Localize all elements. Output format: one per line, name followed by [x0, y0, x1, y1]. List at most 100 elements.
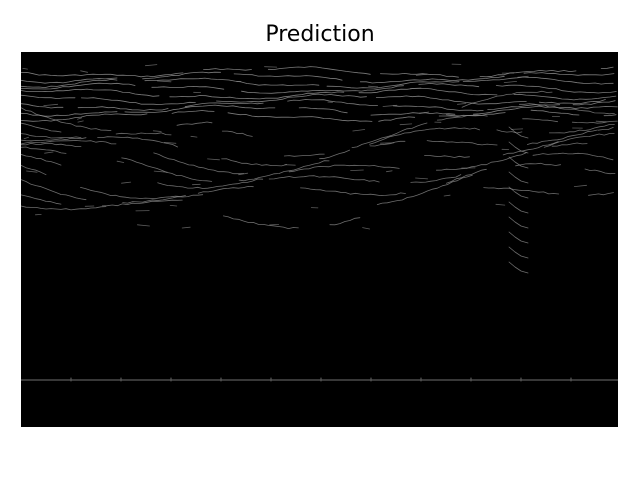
- layer-line: [241, 85, 404, 94]
- layer-line: [532, 152, 614, 161]
- layer-line: [203, 68, 252, 71]
- layer-line: [418, 83, 480, 88]
- layer-line: [300, 187, 406, 196]
- layer-line: [97, 136, 178, 148]
- layer-line: [584, 168, 616, 175]
- layer-line: [409, 87, 422, 90]
- layer-line: [375, 95, 527, 105]
- layer-line: [23, 136, 29, 140]
- layer-line: [80, 70, 88, 73]
- layer-line: [319, 149, 350, 160]
- layer-line: [446, 168, 487, 184]
- layer-line: [378, 116, 416, 122]
- layer-line: [171, 110, 215, 114]
- layer-line: [221, 158, 287, 167]
- layer-line: [462, 76, 614, 85]
- layer-line: [21, 77, 118, 84]
- layer-line: [21, 72, 184, 78]
- prediction-layer-lines: [21, 63, 618, 382]
- layer-line: [588, 192, 614, 196]
- layer-line: [326, 81, 460, 89]
- layer-line: [21, 111, 118, 117]
- layer-line: [137, 224, 150, 227]
- layer-line: [436, 114, 488, 121]
- layer-line: [515, 162, 561, 167]
- layer-line: [121, 157, 213, 182]
- layer-line: [238, 160, 330, 182]
- layer-line: [223, 215, 299, 229]
- layer-line: [519, 103, 615, 115]
- layer-line: [221, 130, 253, 137]
- layer-line: [508, 201, 529, 214]
- layer-line: [415, 177, 428, 180]
- layer-line: [21, 88, 160, 97]
- layer-line: [508, 126, 529, 139]
- layer-line: [352, 129, 366, 132]
- layer-line: [144, 77, 320, 86]
- layer-line: [21, 142, 82, 147]
- layer-line: [197, 186, 254, 194]
- layer-line: [163, 142, 177, 144]
- layer-line: [207, 158, 220, 161]
- layer-line: [436, 152, 527, 171]
- layer-line: [77, 106, 169, 111]
- layer-line: [502, 141, 559, 156]
- layer-line: [43, 103, 59, 106]
- layer-line: [530, 109, 580, 116]
- layer-line: [26, 170, 38, 173]
- layer-line: [370, 112, 456, 116]
- layer-line: [543, 133, 615, 148]
- layer-line: [21, 82, 136, 90]
- layer-line: [508, 186, 529, 199]
- layer-line: [268, 175, 380, 183]
- layer-line: [190, 135, 198, 138]
- layer-line: [216, 93, 367, 103]
- layer-line: [77, 117, 82, 120]
- layer-line: [116, 160, 125, 163]
- layer-line: [369, 140, 406, 147]
- layer-line: [122, 194, 204, 204]
- layer-line: [284, 164, 296, 166]
- layer-line: [513, 93, 617, 101]
- layer-line: [368, 85, 379, 88]
- layer-line: [21, 140, 117, 145]
- layer-line: [503, 81, 517, 83]
- layer-line: [424, 155, 470, 158]
- layer-line: [227, 112, 373, 122]
- layer-line: [21, 194, 62, 205]
- layer-line: [419, 111, 430, 114]
- layer-line: [21, 103, 64, 109]
- layer-line: [551, 142, 588, 147]
- layer-line: [169, 91, 345, 100]
- layer-line: [487, 104, 561, 110]
- layer-line: [571, 120, 618, 124]
- layer-line: [438, 112, 506, 117]
- layer-line: [298, 107, 348, 114]
- layer-line: [21, 137, 87, 142]
- layer-line: [288, 164, 400, 173]
- layer-line: [595, 120, 607, 123]
- layer-line: [508, 231, 529, 244]
- layer-line: [399, 123, 413, 126]
- layer-line: [21, 94, 76, 99]
- figure-title: Prediction: [265, 22, 375, 47]
- layer-line: [21, 133, 82, 139]
- layer-line: [572, 100, 616, 106]
- layer-line: [445, 114, 460, 117]
- layer-line: [238, 172, 249, 176]
- layer-line: [153, 170, 168, 173]
- layer-line: [101, 199, 183, 207]
- layer-line: [386, 170, 393, 173]
- layer-line: [157, 178, 264, 189]
- layer-line: [21, 113, 148, 122]
- layer-line: [369, 127, 480, 145]
- layer-line: [153, 152, 245, 175]
- layer-line: [350, 169, 364, 171]
- layer-line: [287, 99, 378, 106]
- layer-line: [597, 127, 614, 131]
- layer-line: [44, 151, 54, 154]
- layer-line: [508, 141, 529, 154]
- layer-line: [382, 104, 398, 107]
- layer-line: [21, 122, 62, 133]
- layer-line: [523, 72, 615, 76]
